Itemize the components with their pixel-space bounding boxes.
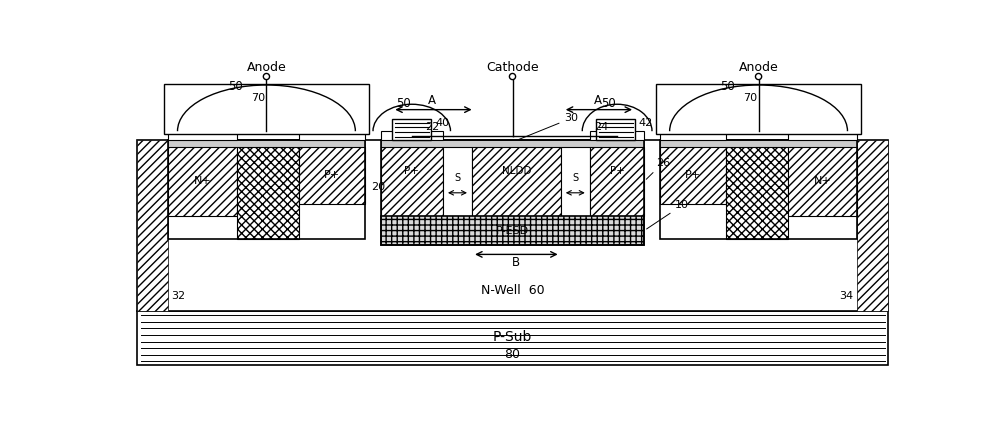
Text: 50: 50 xyxy=(720,80,735,93)
Bar xyxy=(168,141,365,239)
Bar xyxy=(137,141,168,311)
Text: S: S xyxy=(454,173,461,183)
Text: 32: 32 xyxy=(172,291,186,301)
Bar xyxy=(164,84,369,134)
Text: 34: 34 xyxy=(839,291,854,301)
Bar xyxy=(590,147,644,216)
Bar xyxy=(660,131,726,141)
Text: N-Well  60: N-Well 60 xyxy=(481,284,544,297)
Bar xyxy=(660,141,857,239)
Text: A: A xyxy=(428,94,436,107)
Bar xyxy=(472,147,561,216)
Text: 26: 26 xyxy=(646,158,670,179)
Bar xyxy=(381,131,443,141)
Text: S: S xyxy=(572,173,578,183)
Bar xyxy=(656,84,861,134)
Text: 42: 42 xyxy=(639,118,653,129)
Bar xyxy=(299,147,365,204)
Bar xyxy=(381,147,443,216)
Bar xyxy=(660,141,857,147)
Text: 50: 50 xyxy=(396,97,411,110)
Text: 70: 70 xyxy=(251,93,265,103)
Bar xyxy=(299,131,365,141)
Text: 50: 50 xyxy=(602,97,616,110)
Bar xyxy=(561,147,590,216)
Text: P+: P+ xyxy=(610,166,625,176)
Text: A: A xyxy=(594,94,602,107)
Text: 10: 10 xyxy=(647,200,689,229)
Bar xyxy=(443,147,472,216)
Text: N+: N+ xyxy=(194,176,211,186)
Bar xyxy=(726,147,788,239)
Bar xyxy=(788,147,857,216)
Circle shape xyxy=(509,73,516,80)
Circle shape xyxy=(755,73,762,80)
Text: 30: 30 xyxy=(519,113,578,139)
Text: 24: 24 xyxy=(594,121,608,132)
Bar xyxy=(168,141,365,147)
Text: 40: 40 xyxy=(435,118,449,129)
Text: 20: 20 xyxy=(371,181,386,192)
Text: P+: P+ xyxy=(404,166,419,176)
Bar xyxy=(168,131,237,141)
Circle shape xyxy=(263,73,270,80)
Text: 50: 50 xyxy=(228,80,242,93)
Bar xyxy=(596,119,635,141)
Bar xyxy=(381,141,644,245)
Text: B: B xyxy=(512,256,520,269)
Bar xyxy=(590,131,644,141)
Text: Anode: Anode xyxy=(739,61,778,74)
Bar xyxy=(168,147,237,216)
Text: P+: P+ xyxy=(324,170,340,181)
Bar xyxy=(137,311,888,365)
Text: P+: P+ xyxy=(685,170,701,181)
Text: 70: 70 xyxy=(743,93,757,103)
Text: 80: 80 xyxy=(505,348,520,361)
Bar xyxy=(237,147,299,239)
Text: P-Sub: P-Sub xyxy=(493,330,532,344)
Bar xyxy=(660,147,726,204)
Bar xyxy=(392,119,431,141)
Bar xyxy=(381,141,644,147)
Text: P-ESD: P-ESD xyxy=(496,225,529,236)
Bar xyxy=(788,131,857,141)
Text: Cathode: Cathode xyxy=(486,61,539,74)
Text: N+: N+ xyxy=(814,176,831,186)
Bar xyxy=(381,216,644,245)
Text: Anode: Anode xyxy=(247,61,286,74)
Bar xyxy=(137,141,888,311)
Text: 22: 22 xyxy=(425,121,439,132)
Text: NLDD: NLDD xyxy=(502,166,531,176)
Bar xyxy=(857,141,888,311)
